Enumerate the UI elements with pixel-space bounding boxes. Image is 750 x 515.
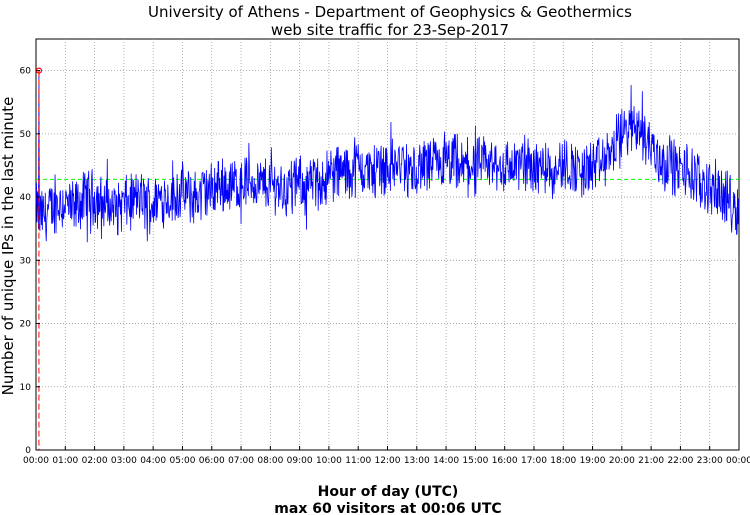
x-tick-label: 10:00 (316, 456, 342, 466)
x-tick-label: 15:00 (462, 456, 488, 466)
x-tick-label: 12:00 (375, 456, 401, 466)
y-ticks: 0 10 20 30 40 50 60 (20, 67, 40, 456)
y-tick-label: 40 (20, 193, 32, 203)
series-layer (35, 70, 740, 243)
chart-subtitle: web site traffic for 23-Sep-2017 (271, 21, 509, 39)
x-tick-label: 14:00 (433, 456, 459, 466)
y-tick-label: 60 (20, 67, 32, 77)
x-tick-label: 00:00 (23, 456, 49, 466)
x-tick-label: 06:00 (199, 456, 225, 466)
x-axis-label: Hour of day (UTC) (318, 484, 459, 500)
x-tick-label: 03:00 (111, 456, 137, 466)
x-tick-label: 11:00 (345, 456, 371, 466)
x-tick-label: 05:00 (169, 456, 195, 466)
x-tick-label: 22:00 (667, 456, 693, 466)
plot-frame (35, 38, 740, 451)
y-axis-label: Number of unique IPs in the last minute (0, 97, 17, 396)
x-tick-label: 09:00 (287, 456, 313, 466)
x-tick-label: 00:00 (726, 456, 750, 466)
y-tick-label: 10 (20, 383, 32, 393)
x-tick-label: 07:00 (228, 456, 254, 466)
x-ticks: 00:00 01:00 02:00 03:00 04:00 05:00 06:00 07:00… (23, 446, 750, 466)
x-tick-label: 20:00 (609, 456, 635, 466)
chart-title: University of Athens - Department of Geo… (148, 3, 632, 21)
y-tick-label: 20 (20, 320, 32, 330)
y-tick-label: 50 (20, 130, 32, 140)
x-tick-label: 19:00 (580, 456, 606, 466)
chart-footer: max 60 visitors at 00:06 UTC (274, 501, 501, 515)
series-line (35, 70, 740, 243)
x-tick-label: 02:00 (82, 456, 108, 466)
y-tick-label: 30 (20, 256, 32, 266)
y-tick-label: 0 (25, 446, 31, 456)
x-tick-label: 16:00 (492, 456, 518, 466)
x-tick-label: 21:00 (638, 456, 664, 466)
x-tick-label: 18:00 (550, 456, 576, 466)
x-tick-label: 13:00 (404, 456, 430, 466)
x-tick-label: 17:00 (521, 456, 547, 466)
x-tick-label: 01:00 (52, 456, 78, 466)
x-tick-label: 04:00 (140, 456, 166, 466)
x-tick-label: 23:00 (697, 456, 723, 466)
x-tick-label: 08:00 (257, 456, 283, 466)
